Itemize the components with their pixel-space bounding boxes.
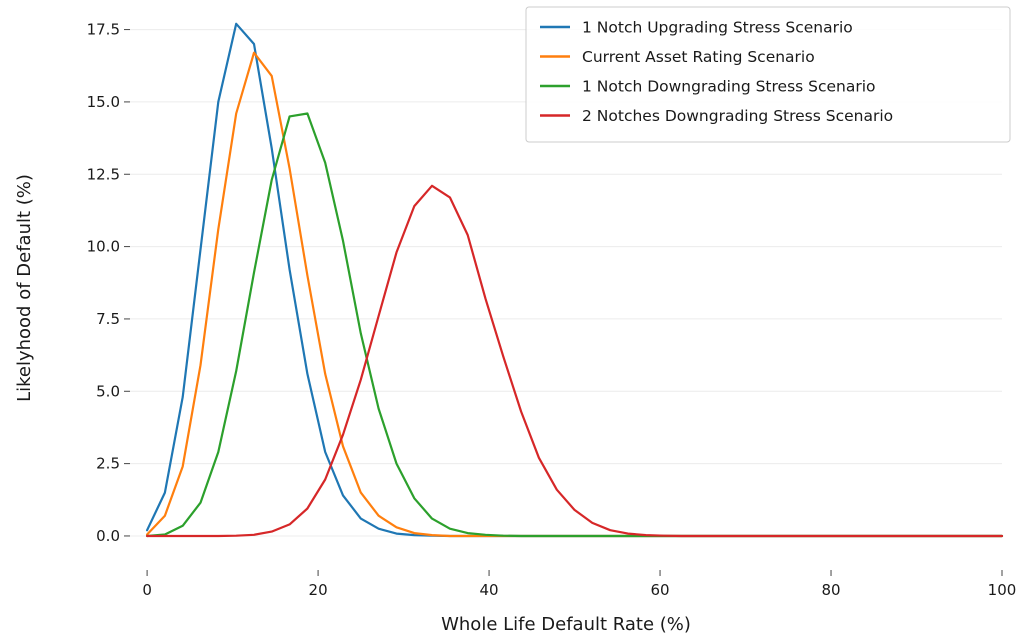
y-axis-title: Likelyhood of Default (%) [14,174,35,402]
y-tick-label: 12.5 [87,165,120,183]
x-tick-label: 100 [988,581,1017,599]
y-tick-label: 7.5 [96,310,120,328]
x-axis: 0 20 40 60 80 100 [142,570,1016,599]
legend: 1 Notch Upgrading Stress Scenario Current… [525,6,1011,143]
x-tick-label: 80 [821,581,840,599]
legend-label-3: 1 Notch Downgrading Stress Scenario [582,78,876,96]
y-axis: 0.0 2.5 5.0 7.5 10.0 12.5 15.0 17.5 [87,21,130,545]
series-line-4 [146,184,1004,538]
plot-series [146,22,1004,538]
x-tick-label: 0 [142,581,152,599]
y-tick-label: 17.5 [87,21,120,39]
x-tick-label: 20 [309,581,328,599]
y-tick-label: 15.0 [87,93,120,111]
x-tick-label: 40 [480,581,499,599]
y-tick-label: 10.0 [87,238,120,256]
y-tick-label: 0.0 [96,527,120,545]
legend-label-2: Current Asset Rating Scenario [582,48,815,66]
y-tick-label: 5.0 [96,382,120,400]
x-tick-label: 60 [650,581,669,599]
y-tick-label: 2.5 [96,455,120,473]
series-line-3 [146,112,1004,538]
legend-label-1: 1 Notch Upgrading Stress Scenario [582,19,853,37]
legend-label-4: 2 Notches Downgrading Stress Scenario [582,107,893,125]
x-axis-title: Whole Life Default Rate (%) [441,614,691,635]
legend-box [525,6,1011,143]
